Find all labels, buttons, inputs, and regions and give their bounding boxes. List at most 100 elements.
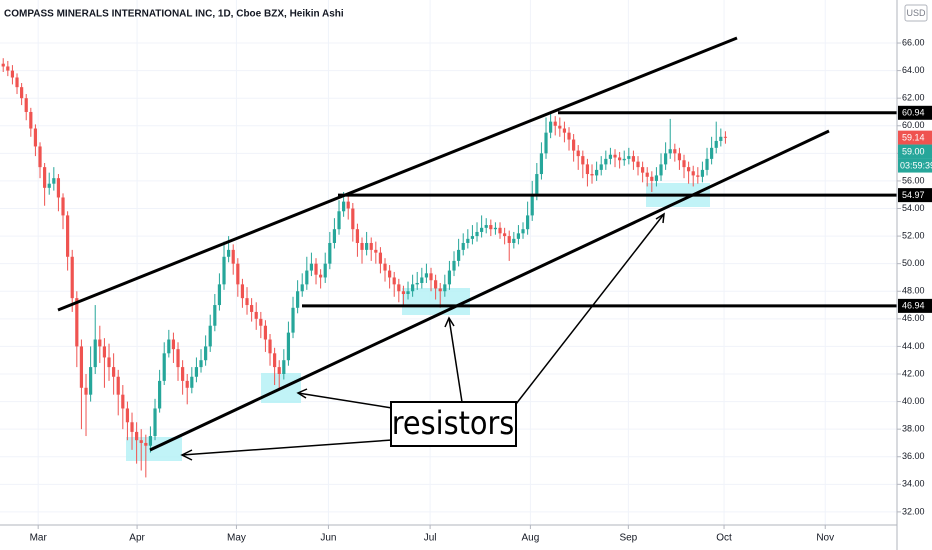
candle-body: [296, 291, 300, 308]
candle-body: [618, 157, 622, 161]
candle-body: [222, 256, 226, 285]
candle-body: [153, 408, 157, 437]
candle-body: [328, 242, 332, 264]
candle-body: [291, 307, 295, 333]
candle-body: [461, 242, 465, 250]
price-axis-bg: [897, 0, 932, 550]
candle-body: [369, 242, 373, 250]
arrow: [448, 317, 463, 403]
candle-body: [691, 171, 695, 176]
x-tick-label: Apr: [129, 533, 145, 544]
candle-body: [553, 121, 557, 126]
candle-body: [236, 263, 240, 285]
candle-body: [52, 178, 56, 184]
candle-body: [332, 229, 337, 243]
candle-body: [75, 298, 79, 347]
candle-body: [277, 367, 281, 374]
candle-body: [263, 325, 268, 340]
candle-body: [162, 353, 166, 381]
candle-body: [723, 136, 728, 138]
candle-body: [438, 288, 442, 292]
candle-body: [682, 160, 686, 168]
candle-body: [116, 376, 120, 395]
price-tags: 60.94 54.97 46.94 59.14 59.00 03:59:39: [898, 105, 932, 313]
y-tick-label: 36.00: [902, 451, 925, 461]
level-tag-label: 54.97: [902, 190, 925, 200]
candle-body: [268, 339, 272, 354]
candle-body: [130, 422, 134, 432]
y-tick-label: 38.00: [902, 424, 925, 434]
candle-body: [6, 66, 10, 71]
x-tick-label: Jul: [424, 533, 437, 544]
level-tag-label: 46.94: [902, 301, 925, 311]
x-tick-label: Aug: [521, 533, 539, 544]
y-tick-label: 64.00: [902, 65, 925, 75]
y-tick-label: 56.00: [902, 175, 925, 185]
candle-body: [549, 121, 553, 133]
arrow: [297, 392, 393, 409]
candle-body: [645, 172, 649, 177]
level-tag: [898, 188, 932, 203]
candle-body: [388, 270, 392, 278]
countdown-tag: [898, 158, 932, 173]
candle-body: [378, 252, 383, 264]
candle-body: [139, 440, 143, 443]
candle-body: [696, 175, 700, 177]
candle-body: [659, 164, 663, 176]
candle-body: [231, 249, 235, 264]
x-tick-label: May: [227, 533, 246, 544]
candle-body: [89, 367, 93, 395]
currency: USD: [906, 8, 926, 18]
candle-body: [204, 346, 208, 361]
candle-body: [489, 225, 493, 230]
candle-body: [259, 318, 263, 326]
candle-body: [512, 238, 516, 243]
candle-body: [526, 215, 530, 230]
candle-body: [84, 387, 88, 395]
price-tag-label: 59.00: [902, 146, 925, 156]
arrow-head: [655, 212, 665, 224]
candle-body: [539, 153, 544, 175]
y-tick-label: 66.00: [902, 37, 925, 47]
candle-body: [636, 161, 640, 168]
candle-body: [411, 284, 415, 292]
price-tag: [898, 144, 932, 159]
candle-body: [480, 227, 484, 232]
annotation-box: [390, 401, 517, 447]
y-tick-label: 50.00: [902, 258, 925, 268]
candle-body: [346, 201, 350, 209]
candle-body: [217, 284, 222, 306]
candle-body: [406, 291, 410, 295]
candle-body: [687, 167, 691, 172]
candle-body: [158, 380, 162, 409]
candle-body: [503, 233, 507, 237]
candle-body: [714, 140, 718, 148]
candle-body: [452, 260, 456, 271]
candle-body: [627, 156, 631, 159]
candle-body: [470, 236, 475, 239]
candle-body: [70, 256, 74, 299]
levels: [302, 111, 897, 308]
level-tag-label: 60.94: [902, 108, 925, 118]
arrow-head: [444, 316, 455, 328]
level-tag: [898, 298, 932, 313]
candle-body: [360, 242, 364, 250]
candle-body: [93, 339, 97, 368]
candle-body: [572, 139, 576, 151]
candle-body: [66, 215, 70, 257]
candle-body: [383, 263, 387, 271]
candle-body: [420, 277, 424, 283]
candle-body: [581, 156, 585, 165]
x-tick-label: Sep: [619, 533, 637, 544]
candle-body: [631, 156, 636, 162]
candle-body: [314, 263, 318, 275]
candle-body: [171, 339, 176, 350]
candle-body: [392, 277, 396, 285]
candle-body: [457, 249, 461, 261]
candle-body: [507, 236, 511, 243]
candle-body: [79, 346, 84, 388]
candle-body: [227, 249, 231, 257]
candle-body: [719, 136, 723, 141]
